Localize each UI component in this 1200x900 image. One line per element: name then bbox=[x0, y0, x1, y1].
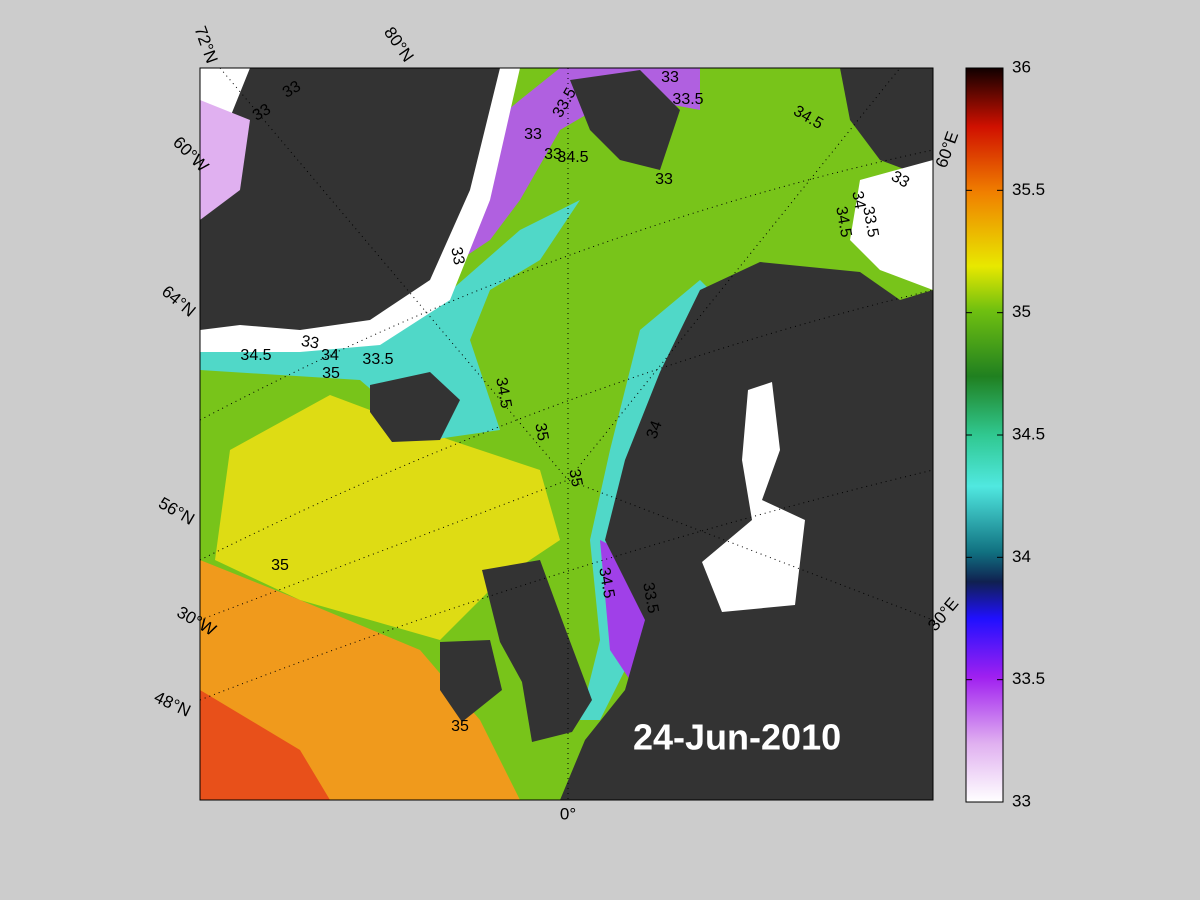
colorbar-tick-label: 34 bbox=[1012, 547, 1031, 566]
colorbar-tick-label: 33 bbox=[1012, 791, 1031, 810]
colorbar-tick-label: 33.5 bbox=[1012, 669, 1045, 688]
contour-label: 33 bbox=[655, 171, 673, 188]
contour-label: 33 bbox=[280, 78, 304, 102]
date-label: 24-Jun-2010 bbox=[633, 717, 841, 758]
white-sea bbox=[850, 160, 933, 290]
graticule-label: 0° bbox=[560, 804, 576, 823]
land-ireland bbox=[440, 640, 502, 722]
colorbar bbox=[965, 67, 1004, 803]
ocean-fresh bbox=[460, 68, 700, 260]
land-svalbard bbox=[570, 70, 680, 170]
contour-label: 33 bbox=[524, 126, 542, 143]
graticule-label: 56°N bbox=[155, 493, 197, 528]
ocean-fresh bbox=[200, 100, 250, 220]
land-britain bbox=[482, 560, 592, 742]
contour-label: 34.5 bbox=[832, 205, 854, 239]
graticule-label: 64°N bbox=[158, 282, 199, 321]
contour-label: 33 bbox=[447, 246, 467, 267]
contour-label: 34 bbox=[848, 190, 868, 211]
contour-label: 35 bbox=[451, 718, 469, 735]
colorbar-tick-label: 36 bbox=[1012, 57, 1031, 76]
baltic-sea bbox=[702, 382, 805, 612]
contour-label: 33.5 bbox=[362, 351, 393, 368]
map-frame bbox=[199, 67, 934, 801]
contour-label: 34.5 bbox=[492, 376, 514, 410]
contour-label: 33.5 bbox=[859, 205, 881, 239]
contour-label: 33 bbox=[888, 168, 912, 192]
graticule bbox=[200, 68, 933, 800]
contour-label: 35 bbox=[322, 365, 340, 382]
contour-label: 35 bbox=[565, 468, 585, 489]
map-area bbox=[200, 68, 933, 800]
contour-label: 33 bbox=[661, 69, 679, 86]
contour-label: 33 bbox=[544, 146, 562, 163]
contour-label: 33.5 bbox=[672, 91, 703, 108]
colorbar-tick-label: 35.5 bbox=[1012, 180, 1045, 199]
colorbar-tick-label: 35 bbox=[1012, 302, 1031, 321]
land-arctic bbox=[840, 68, 933, 180]
contour-label: 34 bbox=[321, 347, 339, 364]
ocean-yellow bbox=[215, 395, 560, 640]
graticule-label: 48°N bbox=[151, 687, 193, 720]
graticule-line bbox=[200, 469, 933, 701]
contour-label: 34.5 bbox=[595, 566, 617, 600]
contour-label: 34.5 bbox=[240, 347, 271, 364]
graticule-label: 80°N bbox=[380, 23, 417, 65]
graticule-label: 72°N bbox=[191, 24, 222, 66]
land-iceland bbox=[370, 372, 460, 442]
contour-label: 35 bbox=[531, 422, 551, 443]
contour-label: 33 bbox=[300, 333, 321, 353]
contour-label: 33.5 bbox=[639, 581, 661, 615]
colorbar-tick-label: 34.5 bbox=[1012, 424, 1045, 443]
contour-label: 35 bbox=[271, 557, 289, 574]
contour-label: 34 bbox=[644, 419, 666, 442]
graticule-label: 60°E bbox=[932, 129, 963, 170]
graticule-line bbox=[200, 289, 933, 561]
ocean-hot bbox=[200, 690, 330, 800]
contour-label: 34.5 bbox=[557, 149, 588, 166]
contour-label: 33 bbox=[250, 101, 274, 125]
